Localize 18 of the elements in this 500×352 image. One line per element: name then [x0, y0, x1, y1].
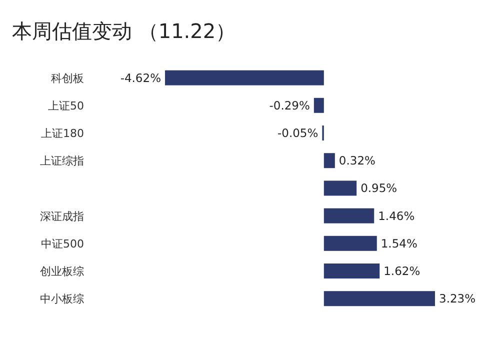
- data-label: 1.62%: [384, 264, 420, 278]
- y-tick-label: 上证180: [41, 127, 84, 140]
- data-label: 3.23%: [439, 292, 476, 306]
- data-label: -0.29%: [269, 98, 310, 112]
- title: 本周估值变动 （11.22）: [12, 19, 236, 43]
- data-label: 1.46%: [378, 208, 415, 223]
- data-label: 0.95%: [360, 181, 398, 196]
- y-tick-label: 中小板综: [40, 292, 84, 306]
- y-tick-label: 科创板: [51, 72, 84, 85]
- y-tick-label: 上证50: [48, 99, 84, 112]
- y-tick-label: 深证成指: [40, 210, 84, 223]
- y-tick-label: 创业板综: [40, 265, 84, 278]
- data-label: -4.62%: [120, 70, 162, 85]
- data-label: -0.05%: [277, 126, 318, 140]
- data-label: 1.54%: [380, 236, 418, 250]
- y-tick-label: 上证综指: [40, 154, 84, 168]
- data-label: 0.32%: [338, 154, 376, 168]
- y-tick-label: 中证500: [41, 237, 84, 250]
